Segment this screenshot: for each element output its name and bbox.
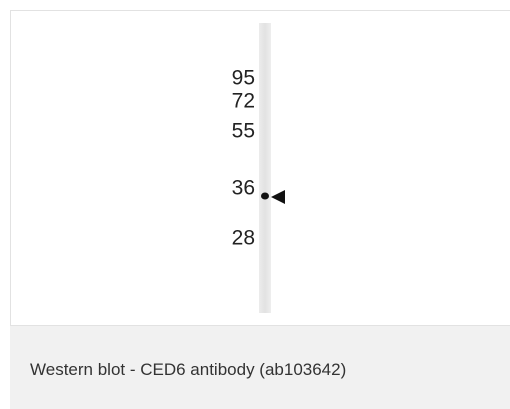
caption-bar: Western blot - CED6 antibody (ab103642) [10, 325, 510, 409]
band [261, 193, 269, 200]
page: 95 72 55 36 28 Western blot - CED6 antib… [0, 0, 510, 409]
marker-label: 36 [232, 177, 255, 200]
arrowhead [271, 190, 285, 204]
western-blot-image: 95 72 55 36 28 [11, 11, 510, 326]
caption: Western blot - CED6 antibody (ab103642) [30, 360, 346, 380]
marker-label: 95 [232, 67, 255, 90]
marker-label: 72 [232, 90, 255, 113]
lane [259, 23, 271, 313]
marker-label: 55 [232, 120, 255, 143]
marker-label: 28 [232, 227, 255, 250]
